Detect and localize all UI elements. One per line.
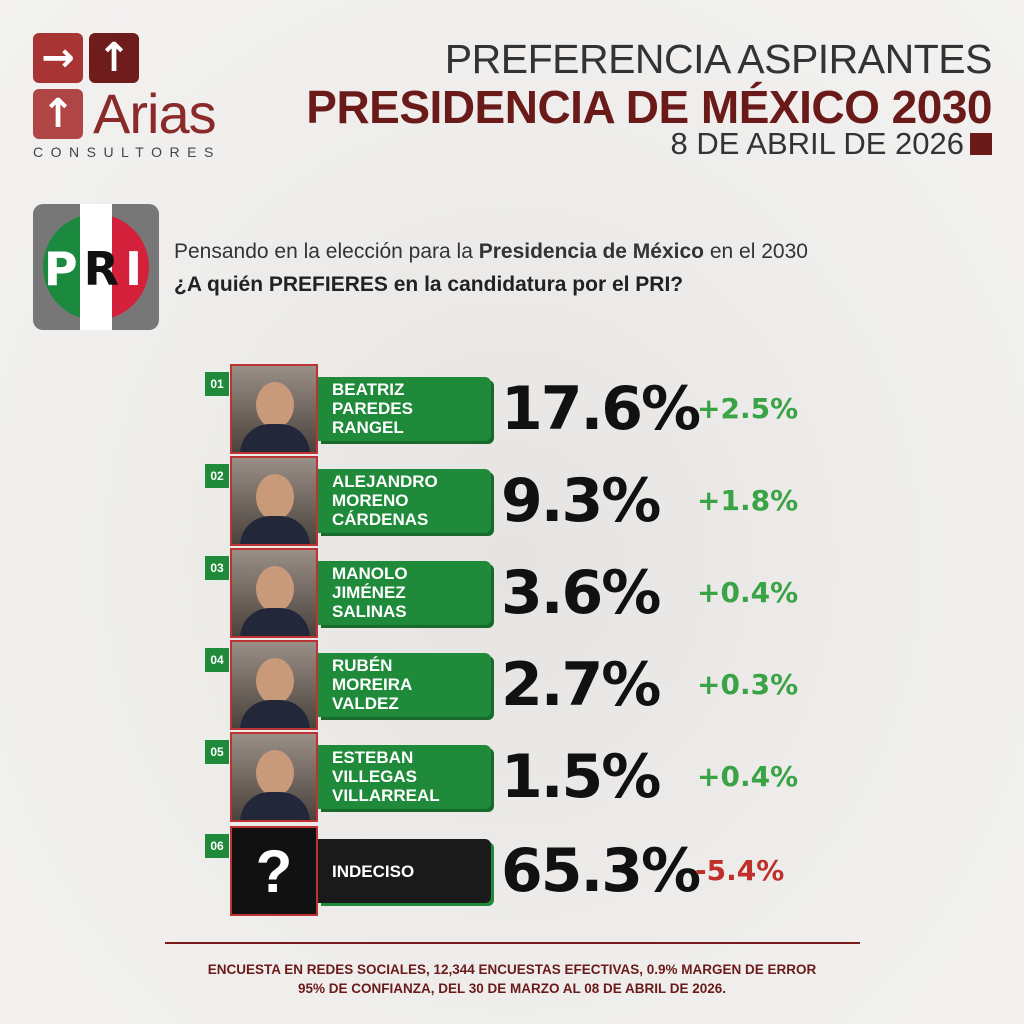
percentage: 2.7% [501, 650, 661, 720]
brand-name: Arias [93, 82, 217, 145]
percentage: 1.5% [501, 742, 661, 812]
rank-badge: 04 [205, 648, 229, 672]
change: +0.3% [697, 668, 799, 701]
question: ¿A quién PREFIERES en la candidatura por… [174, 273, 684, 296]
rank-badge: 03 [205, 556, 229, 580]
change: +0.4% [697, 576, 799, 609]
candidate-row: 05 ESTEBAN VILLEGAS VILLARREAL 1.5% +0.4% [205, 732, 825, 824]
candidate-name-line: JIMÉNEZ [332, 583, 406, 602]
rank-badge: 01 [205, 372, 229, 396]
question-context: Pensando en la elección para la Presiden… [174, 240, 808, 263]
candidate-row: 01 BEATRIZ PAREDES RANGEL 17.6% +2.5% [205, 364, 825, 456]
question-mark-icon: ? [230, 826, 318, 916]
candidate-name-line: VILLARREAL [332, 786, 440, 805]
percentage: 9.3% [501, 466, 661, 536]
change: +2.5% [697, 392, 799, 425]
candidate-name-line: MANOLO [332, 564, 408, 583]
candidate-photo [230, 732, 318, 822]
candidate-photo [230, 640, 318, 730]
candidate-photo [230, 364, 318, 454]
candidate-name-line: SALINAS [332, 602, 407, 621]
rank-badge: 06 [205, 834, 229, 858]
arrow-up-icon: ↑ [33, 89, 83, 139]
candidate-name-line: VALDEZ [332, 694, 399, 713]
percentage: 3.6% [501, 558, 661, 628]
rank-badge: 05 [205, 740, 229, 764]
percentage: 17.6% [501, 374, 701, 444]
candidate-name-line: ALEJANDRO [332, 472, 438, 491]
arrow-up-icon: ↑ [89, 33, 139, 83]
candidate-name-line: ESTEBAN [332, 748, 414, 767]
candidate-row: 02 ALEJANDRO MORENO CÁRDENAS 9.3% +1.8% [205, 456, 825, 548]
footer-divider [165, 942, 860, 944]
page-title: PRESIDENCIA DE MÉXICO 2030 [306, 81, 992, 133]
candidate-row: 06? INDECISO 65.3% -5.4% [205, 826, 825, 918]
arrow-right-icon: → [33, 33, 83, 83]
candidate-name: MANOLO JIMÉNEZ SALINAS [318, 561, 491, 625]
percentage: 65.3% [501, 836, 701, 906]
change: +1.8% [697, 484, 799, 517]
candidate-name-line: BEATRIZ [332, 380, 405, 399]
candidate-name-line: MOREIRA [332, 675, 413, 694]
square-icon [970, 133, 992, 155]
candidate-photo [230, 548, 318, 638]
candidate-name-line: VILLEGAS [332, 767, 418, 786]
change: -5.4% [695, 854, 785, 887]
candidate-name: ESTEBAN VILLEGAS VILLARREAL [318, 745, 491, 809]
header-date: 8 DE ABRIL DE 2026 [670, 126, 964, 161]
candidate-name: ALEJANDRO MORENO CÁRDENAS [318, 469, 491, 533]
brand-subtitle: CONSULTORES [33, 144, 221, 160]
pri-logo: PRI [33, 204, 159, 330]
candidate-name-line: INDECISO [332, 861, 415, 881]
arias-logo: → ↑ ↑ Arias CONSULTORES [33, 33, 243, 163]
candidate-name: INDECISO [318, 839, 491, 903]
candidate-row: 03 MANOLO JIMÉNEZ SALINAS 3.6% +0.4% [205, 548, 825, 640]
candidate-name-line: RUBÉN [332, 656, 393, 675]
candidate-name: RUBÉN MOREIRA VALDEZ [318, 653, 491, 717]
header-line1: PREFERENCIA ASPIRANTES [444, 36, 993, 82]
footer-line2: 95% DE CONFIANZA, DEL 30 DE MARZO AL 08 … [297, 981, 727, 996]
candidate-name: BEATRIZ PAREDES RANGEL [318, 377, 491, 441]
change: +0.4% [697, 760, 799, 793]
candidate-name-line: RANGEL [332, 418, 404, 437]
candidate-photo [230, 456, 318, 546]
footer-line1: ENCUESTA EN REDES SOCIALES, 12,344 ENCUE… [207, 962, 817, 977]
rank-badge: 02 [205, 464, 229, 488]
candidate-name-line: MORENO [332, 491, 409, 510]
candidate-name-line: PAREDES [332, 399, 413, 418]
candidate-row: 04 RUBÉN MOREIRA VALDEZ 2.7% +0.3% [205, 640, 825, 732]
candidate-name-line: CÁRDENAS [332, 510, 429, 529]
